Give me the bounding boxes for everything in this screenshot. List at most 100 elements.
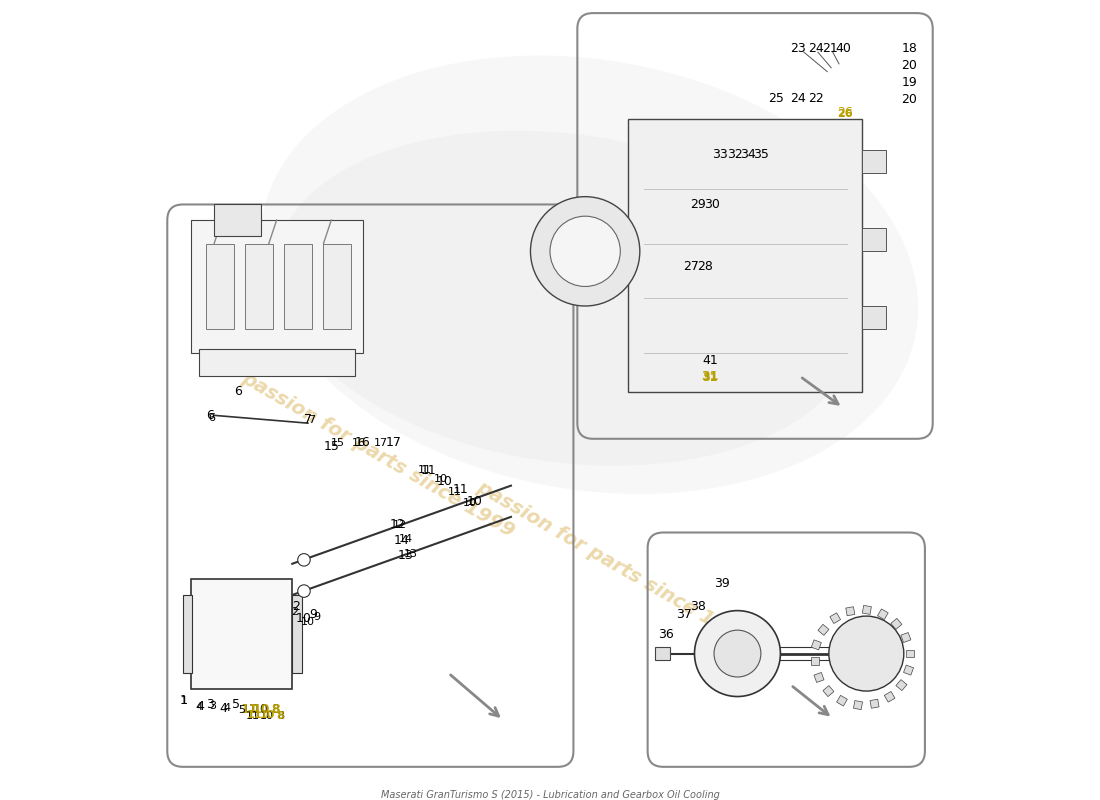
Circle shape <box>550 216 620 286</box>
Text: 17: 17 <box>373 438 387 448</box>
Text: 34: 34 <box>740 148 757 161</box>
Circle shape <box>714 630 761 677</box>
Text: 18: 18 <box>901 42 917 54</box>
Bar <box>829 613 840 623</box>
Text: 36: 36 <box>658 627 673 641</box>
Text: 37: 37 <box>676 608 692 621</box>
Text: 14: 14 <box>394 534 409 547</box>
Text: 3: 3 <box>209 701 216 711</box>
Bar <box>214 205 261 236</box>
Text: 11: 11 <box>241 703 258 716</box>
Text: 14: 14 <box>398 534 412 544</box>
Text: 32: 32 <box>727 148 742 161</box>
Text: 9: 9 <box>309 608 317 621</box>
Text: 8: 8 <box>271 703 279 716</box>
Bar <box>814 673 824 682</box>
Text: 10: 10 <box>433 474 448 484</box>
Text: 6: 6 <box>233 386 242 398</box>
Circle shape <box>828 616 904 691</box>
Bar <box>878 609 888 620</box>
Text: 4: 4 <box>220 702 228 714</box>
Bar <box>870 699 879 708</box>
Bar <box>293 595 301 673</box>
Text: 24: 24 <box>791 92 806 105</box>
Text: 16: 16 <box>352 438 365 448</box>
Text: 6: 6 <box>208 413 216 422</box>
Bar <box>207 243 233 330</box>
Circle shape <box>298 554 310 566</box>
Bar <box>884 691 895 702</box>
Text: 26: 26 <box>837 106 854 118</box>
Text: 5: 5 <box>232 698 240 711</box>
Text: 5: 5 <box>238 705 245 715</box>
Text: 19: 19 <box>901 76 917 89</box>
Text: 39: 39 <box>714 577 729 590</box>
Text: 20: 20 <box>901 94 917 106</box>
Text: 20: 20 <box>901 59 917 72</box>
Text: 31: 31 <box>703 373 718 383</box>
Text: 28: 28 <box>696 261 713 274</box>
Text: passion for parts since 1999: passion for parts since 1999 <box>473 478 752 650</box>
Text: 24: 24 <box>807 42 824 54</box>
Bar <box>846 606 855 616</box>
Text: 11: 11 <box>241 703 257 716</box>
Text: 11: 11 <box>246 710 262 720</box>
Text: 33: 33 <box>713 148 728 161</box>
Text: 8: 8 <box>276 711 284 721</box>
Text: 10: 10 <box>296 612 312 625</box>
Bar <box>823 686 834 697</box>
Text: 40: 40 <box>836 42 851 54</box>
Bar <box>818 624 829 635</box>
Text: 27: 27 <box>683 261 698 274</box>
Text: 35: 35 <box>752 148 769 161</box>
Text: 10: 10 <box>301 618 315 627</box>
Bar <box>862 306 886 330</box>
Text: 13: 13 <box>397 550 414 562</box>
Text: 11: 11 <box>448 487 462 497</box>
Text: 9: 9 <box>314 612 321 622</box>
Text: 15: 15 <box>323 440 339 453</box>
Text: 11: 11 <box>246 711 261 721</box>
Text: 1: 1 <box>182 696 188 706</box>
Text: 4: 4 <box>195 702 202 713</box>
Bar <box>895 680 906 690</box>
Text: 13: 13 <box>404 549 418 558</box>
Text: 11: 11 <box>452 483 469 496</box>
Bar <box>190 220 363 353</box>
Text: 12: 12 <box>393 520 407 530</box>
Text: 12: 12 <box>389 518 406 531</box>
Text: 41: 41 <box>702 354 718 367</box>
Bar <box>901 633 911 642</box>
Text: 10: 10 <box>466 494 482 508</box>
Text: 7: 7 <box>304 413 312 426</box>
Bar <box>903 665 913 675</box>
Text: 10: 10 <box>463 498 476 508</box>
Text: 26: 26 <box>837 109 854 119</box>
Text: 11: 11 <box>421 463 437 477</box>
Bar <box>862 606 871 614</box>
Text: 30: 30 <box>704 198 720 211</box>
Bar <box>628 118 862 392</box>
Text: 10: 10 <box>261 711 274 721</box>
Circle shape <box>530 197 640 306</box>
Text: 25: 25 <box>769 92 784 105</box>
Bar <box>891 618 902 630</box>
Text: passion for parts since 1999: passion for parts since 1999 <box>239 368 518 541</box>
Bar <box>323 243 351 330</box>
Text: 3: 3 <box>207 698 215 711</box>
Text: 10: 10 <box>253 703 268 716</box>
Text: 1: 1 <box>179 694 188 707</box>
Bar <box>656 647 670 660</box>
Bar <box>906 650 914 658</box>
Text: 8: 8 <box>277 711 284 721</box>
Bar <box>245 243 273 330</box>
Bar <box>862 228 886 251</box>
Bar <box>837 695 847 706</box>
Bar <box>183 595 192 673</box>
Text: Maserati GranTurismo S (2015) - Lubrication and Gearbox Oil Cooling: Maserati GranTurismo S (2015) - Lubricat… <box>381 790 719 800</box>
Text: 2: 2 <box>292 607 298 617</box>
Text: 15: 15 <box>331 438 344 448</box>
Ellipse shape <box>275 130 857 466</box>
Text: 7: 7 <box>308 415 316 425</box>
Text: 6: 6 <box>207 409 215 422</box>
